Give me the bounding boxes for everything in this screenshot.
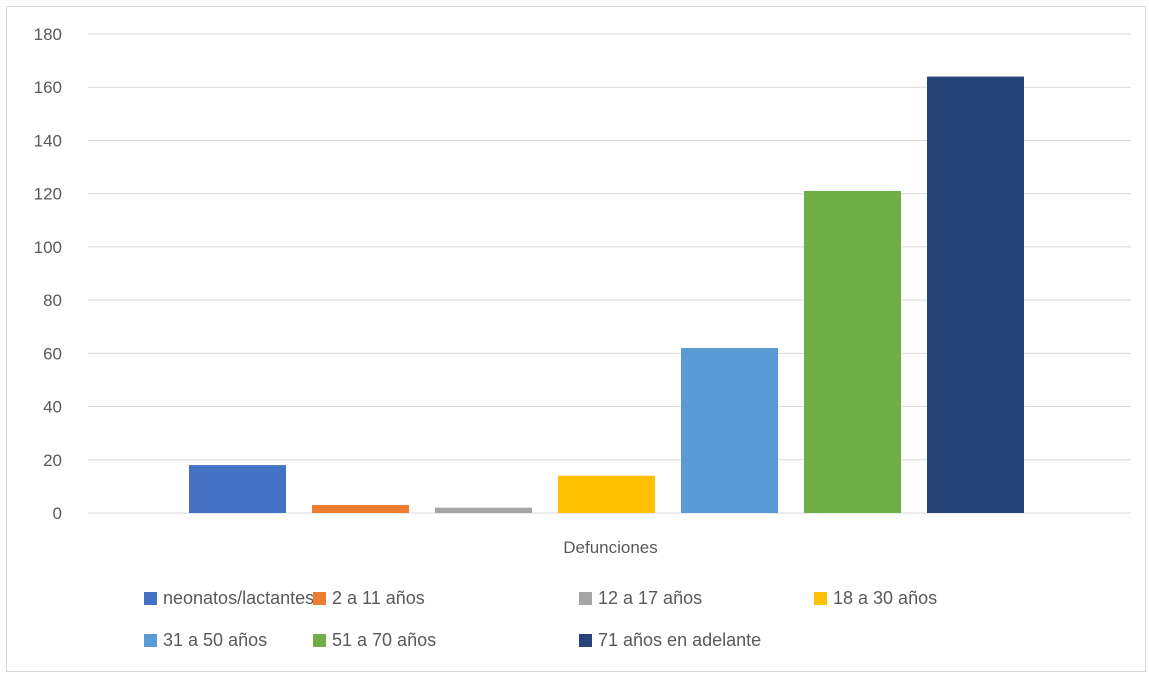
legend-label: 12 a 17 años [598, 588, 703, 608]
y-tick-label: 100 [34, 238, 62, 257]
y-tick-label: 120 [34, 185, 62, 204]
legend-item: 2 a 11 años [313, 588, 425, 609]
bar-71-a-os-en-adelante [927, 76, 1024, 514]
legend-item: 51 a 70 años [313, 630, 436, 651]
legend-swatch [144, 634, 157, 647]
bar-2-a-11-a-os [312, 505, 409, 513]
y-tick-label: 140 [34, 131, 62, 150]
y-tick-label: 80 [43, 291, 62, 310]
y-tick-label: 180 [34, 25, 62, 44]
legend-label: neonatos/lactantes [163, 588, 315, 608]
y-tick-label: 40 [43, 398, 62, 417]
legend-label: 31 a 50 años [163, 630, 268, 650]
bar-neonatos-lactantes [189, 465, 286, 513]
legend-swatch [313, 592, 326, 605]
bar-31-a-50-a-os [681, 348, 778, 513]
legend-item: neonatos/lactantes [144, 588, 314, 609]
bar-51-a-70-a-os [804, 191, 901, 513]
y-tick-label: 60 [43, 344, 62, 363]
legend-label: 18 a 30 años [833, 588, 938, 608]
y-axis-ticks: 0 20 40 60 80 100 120 140 160 180 [34, 25, 62, 523]
legend-item: 71 años en adelante [579, 630, 761, 651]
bars [189, 76, 1024, 514]
legend-label: 2 a 11 años [332, 588, 425, 608]
legend-swatch [579, 592, 592, 605]
legend-item: 12 a 17 años [579, 588, 702, 609]
y-tick-label: 20 [43, 451, 62, 470]
legend-swatch [144, 592, 157, 605]
bar-12-a-17-a-os [435, 507, 532, 513]
bar-18-a-30-a-os [558, 475, 655, 513]
legend-item: 31 a 50 años [144, 630, 267, 651]
legend-swatch [814, 592, 827, 605]
y-tick-label: 0 [53, 504, 62, 523]
legend-item: 18 a 30 años [814, 588, 937, 609]
legend-swatch [579, 634, 592, 647]
x-axis-label: Defunciones [563, 538, 658, 557]
legend-label: 51 a 70 años [332, 630, 437, 650]
legend-label: 71 años en adelante [598, 630, 762, 650]
legend-swatch [313, 634, 326, 647]
y-tick-label: 160 [34, 78, 62, 97]
